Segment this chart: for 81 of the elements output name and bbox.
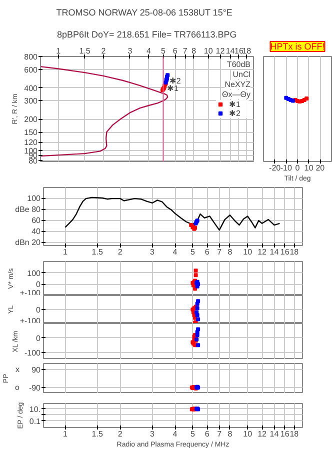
y-tick-label: 0	[36, 306, 42, 314]
x-tick-label: 3	[128, 46, 133, 56]
x-tick-label: 7	[217, 248, 222, 256]
x-tick-label: 4	[172, 248, 178, 256]
x-tick-label: 8	[192, 46, 197, 56]
x-tick-label: 4	[172, 430, 178, 438]
x-tick-label: 14	[226, 46, 236, 56]
chart-title: HPTx is OFF!	[270, 42, 325, 52]
x-tick-label: 7	[182, 46, 188, 56]
x-tick-label: 6	[204, 248, 210, 256]
legend-label: ✱2	[229, 108, 242, 118]
x-tick-label: 12	[258, 430, 268, 438]
x-tick-label: 7	[217, 430, 222, 438]
x-tick-label: -20	[269, 164, 282, 172]
y-tick-label: 0	[36, 280, 42, 290]
y-tick-label: 300	[24, 96, 38, 106]
x-tick-label: 2	[118, 248, 123, 256]
x-tick-label: 12	[216, 46, 226, 56]
annotation: ✱2	[169, 76, 182, 86]
x-tick-label: 1	[56, 46, 62, 56]
y-tick-label: -100	[24, 348, 42, 358]
x-tick-label: 5	[190, 430, 196, 438]
annotation: NeXYZ	[224, 80, 251, 89]
x-tick-label: 4	[146, 46, 152, 56]
x-tick-label: 6	[172, 46, 178, 56]
y-tick-label: 0	[36, 334, 42, 343]
y-tick-label: 150	[24, 128, 38, 138]
x-tick-label: 10	[304, 164, 314, 172]
annotation: ✱1	[167, 84, 179, 93]
y-tick-label: 40	[32, 227, 42, 236]
x-tick-label: 14	[270, 248, 280, 256]
x-tick-label: 16	[280, 248, 290, 256]
x-tick-label: 20	[316, 164, 326, 172]
y-tick-label: 90	[32, 366, 42, 374]
y-tick-label: 60	[32, 216, 42, 226]
chart-subtitle: 8pBP6It DoY= 218.651 File= TR766113.BPG	[57, 30, 237, 40]
x-tick-label: 14	[270, 430, 280, 438]
x-tick-label: -10	[280, 164, 292, 172]
x-tick-label: 1.5	[92, 430, 104, 438]
y-tick-label: 0.1	[29, 416, 42, 426]
y-tick-label: 400	[24, 84, 38, 93]
y-tick-label: -90	[28, 384, 42, 392]
y-tick-label: dBn 20	[15, 238, 42, 248]
x-tick-label: 18	[290, 430, 300, 438]
x-tick-label: 10	[243, 248, 253, 256]
x-tick-label: 3	[150, 248, 156, 256]
y-tick-label: 800	[24, 52, 38, 62]
text: o	[15, 383, 20, 392]
x-tick-label: 8	[228, 430, 233, 438]
x-tick-label: 16	[280, 430, 290, 438]
y-tick-label: 100	[27, 194, 42, 204]
x-tick-label: 1.5	[79, 46, 91, 56]
x-tick-label: 1.5	[92, 248, 104, 256]
y-tick-label: 200	[24, 115, 38, 124]
annotation: T60dB	[226, 60, 251, 69]
y-tick-label: dBe 80	[15, 205, 42, 214]
x-tick-label: 12	[258, 248, 268, 256]
x-tick-label: 18	[290, 248, 300, 256]
y-tick-label: 600	[24, 65, 38, 74]
x-tick-label: 16	[234, 46, 244, 56]
x-tick-label: 10	[204, 46, 214, 56]
x-tick-label: 8	[228, 248, 233, 256]
x-tick-label: 5	[190, 248, 196, 256]
y-tick-label: 10.	[29, 404, 41, 414]
x-tick-label: 6	[204, 430, 210, 438]
x-tick-label: 3	[150, 430, 156, 438]
x-tick-label: 2	[118, 430, 123, 438]
x-tick-label: 5	[160, 46, 166, 56]
y-tick-label: 120	[24, 138, 38, 148]
x-tick-label: 1	[63, 430, 68, 438]
chart-title: TROMSO NORWAY 25-08-06 1538UT 15°E	[56, 8, 232, 18]
annotation: Θx—Θy	[222, 90, 251, 99]
annotation: UnCl	[232, 70, 251, 79]
x-tick-label: 0	[295, 164, 300, 172]
x-tick-label: 10	[243, 430, 253, 438]
y-tick-label: 100	[27, 268, 42, 278]
legend-label: ✱1	[229, 100, 242, 108]
text: x	[16, 365, 20, 374]
x-tick-label: 1	[63, 248, 68, 256]
x-tick-label: 18	[242, 46, 252, 56]
x-tick-label: 2	[101, 46, 106, 56]
